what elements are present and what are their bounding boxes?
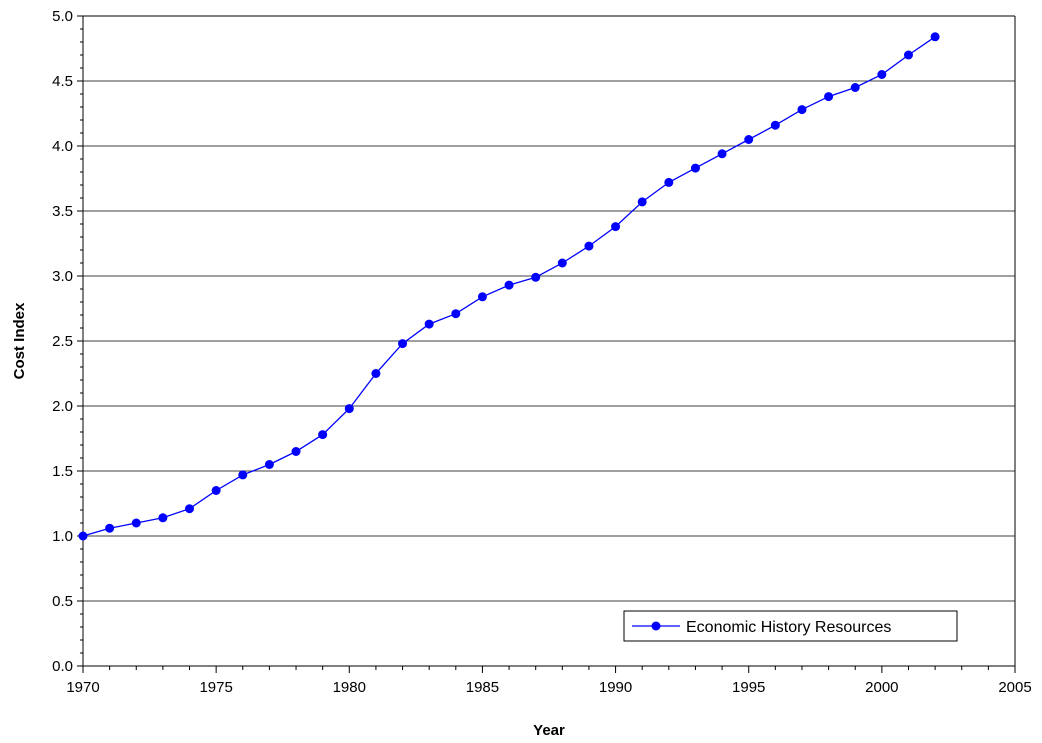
x-tick-label: 2005 [998,679,1031,696]
y-tick-label: 3.5 [52,203,73,220]
data-point [398,339,408,349]
data-point [611,222,621,232]
data-point [770,120,780,130]
x-tick-label: 1990 [599,679,632,696]
data-point [318,430,328,440]
legend-marker [651,621,661,631]
axes [77,15,1016,673]
data-point [211,486,221,495]
data-point [78,531,88,541]
data-point [531,272,541,282]
legend-label: Economic History Resources [686,619,891,636]
x-tick-label: 1980 [333,679,366,696]
legend: Economic History Resources [623,610,958,642]
data-point [717,149,727,159]
y-tick-label: 2.0 [52,398,73,415]
data-point [238,470,248,480]
y-tick-label: 1.0 [52,528,73,545]
gridlines [83,80,1015,602]
data-point [637,197,647,207]
data-point [824,92,834,102]
data-point [185,504,195,514]
data-point [877,70,887,79]
data-point [664,177,674,187]
y-tick-label: 4.0 [52,138,73,155]
y-tick-label: 0.0 [52,658,73,675]
data-point [264,460,274,469]
x-axis-title: Year [533,722,565,739]
data-point [744,135,754,144]
data-point [344,404,354,414]
data-point [850,83,860,92]
x-tick-label: 1985 [466,679,499,696]
data-point [105,523,115,533]
data-point [903,50,913,60]
data-point [797,105,807,115]
data-point [371,369,381,378]
y-axis-title: Cost Index [11,302,28,379]
data-point [477,292,487,302]
y-tick-label: 3.0 [52,268,73,285]
x-tick-label: 1970 [66,679,99,696]
data-point [690,163,700,173]
data-point [557,258,567,268]
x-tick-label: 1995 [732,679,765,696]
data-point [131,518,141,528]
data-point [451,309,461,319]
y-tick-label: 4.5 [52,73,73,90]
y-tick-label: 0.5 [52,593,73,610]
tick-labels: 0.0 0.5 1.0 1.5 2.0 2.5 3.0 3.5 4.0 4.5 5.0 1970 197… [52,8,1032,696]
data-point [424,319,434,329]
data-series [78,32,940,541]
x-tick-label: 2000 [865,679,898,696]
x-tick-label: 1975 [199,679,232,696]
data-point [930,32,940,42]
data-point [291,447,301,456]
data-point [584,241,594,251]
y-tick-label: 2.5 [52,333,73,350]
y-tick-label: 1.5 [52,463,73,480]
data-point [504,280,514,290]
data-point [158,513,168,523]
y-tick-label: 5.0 [52,8,73,25]
